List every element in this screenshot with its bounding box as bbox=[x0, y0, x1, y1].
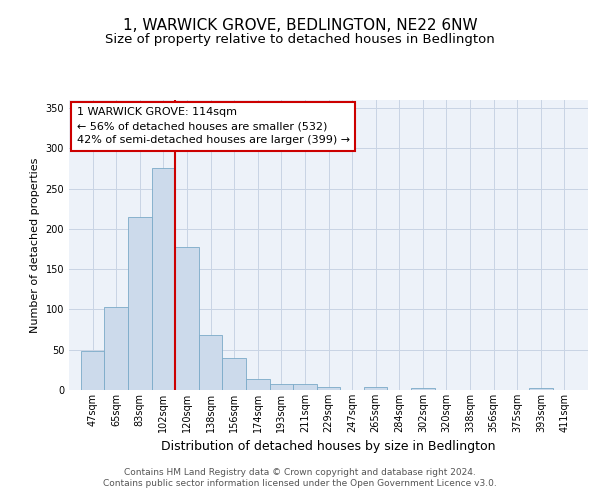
Text: Contains HM Land Registry data © Crown copyright and database right 2024.
Contai: Contains HM Land Registry data © Crown c… bbox=[103, 468, 497, 487]
Bar bbox=[104, 307, 128, 390]
Bar bbox=[529, 388, 553, 390]
Bar bbox=[246, 378, 269, 390]
Bar bbox=[317, 387, 340, 390]
Bar bbox=[128, 217, 152, 390]
Bar bbox=[223, 358, 246, 390]
Bar bbox=[293, 384, 317, 390]
Y-axis label: Number of detached properties: Number of detached properties bbox=[30, 158, 40, 332]
Text: 1, WARWICK GROVE, BEDLINGTON, NE22 6NW: 1, WARWICK GROVE, BEDLINGTON, NE22 6NW bbox=[122, 18, 478, 32]
Text: Size of property relative to detached houses in Bedlington: Size of property relative to detached ho… bbox=[105, 32, 495, 46]
Bar bbox=[175, 246, 199, 390]
Bar bbox=[152, 168, 175, 390]
X-axis label: Distribution of detached houses by size in Bedlington: Distribution of detached houses by size … bbox=[161, 440, 496, 454]
Bar bbox=[364, 387, 388, 390]
Bar bbox=[81, 352, 104, 390]
Bar bbox=[199, 335, 223, 390]
Bar bbox=[411, 388, 434, 390]
Bar bbox=[269, 384, 293, 390]
Text: 1 WARWICK GROVE: 114sqm
← 56% of detached houses are smaller (532)
42% of semi-d: 1 WARWICK GROVE: 114sqm ← 56% of detache… bbox=[77, 108, 350, 146]
